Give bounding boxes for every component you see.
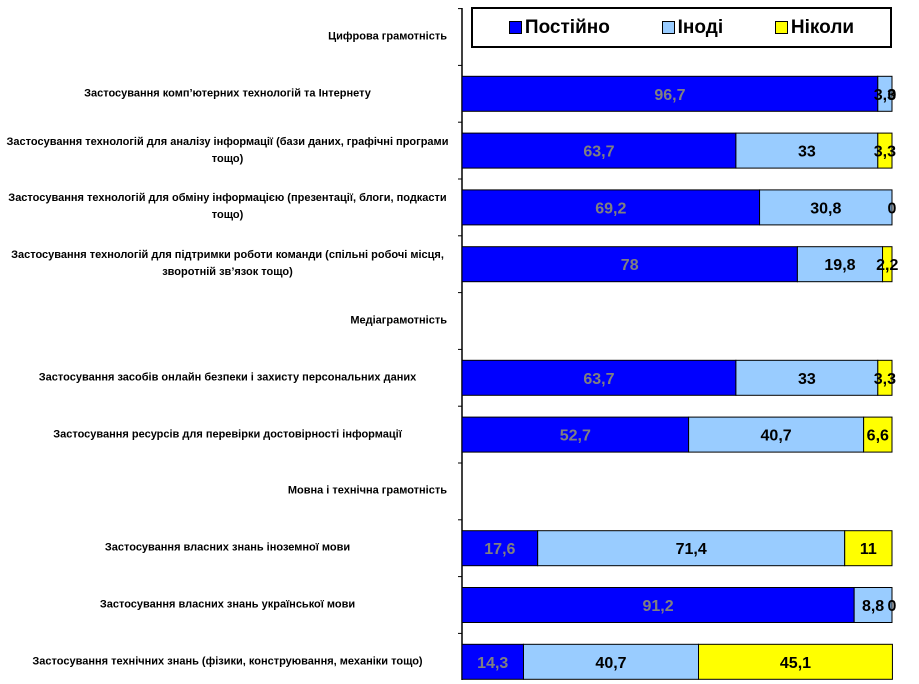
bar-segment-Іноді bbox=[877, 75, 893, 112]
group-header-label: Цифрова грамотність bbox=[328, 30, 447, 43]
data-label: 33 bbox=[798, 144, 816, 161]
data-label: 19,8 bbox=[824, 257, 855, 274]
bar-segment-Іноді bbox=[853, 587, 893, 623]
data-label: 52,7 bbox=[560, 428, 591, 445]
bar-segment-Постійно bbox=[461, 416, 690, 453]
legend-swatch bbox=[774, 21, 788, 34]
legend-swatch bbox=[508, 21, 522, 34]
category-label: Застосування засобів онлайн безпеки і за… bbox=[38, 371, 417, 384]
data-label: 45,1 bbox=[780, 655, 811, 672]
data-label: 3,3 bbox=[874, 371, 896, 388]
data-label: 63,7 bbox=[583, 144, 614, 161]
bar-segment-Іноді bbox=[796, 246, 884, 283]
data-label: 3,3 bbox=[874, 87, 896, 104]
data-label: 17,6 bbox=[484, 541, 515, 558]
data-label: 0 bbox=[888, 87, 897, 104]
data-label: 14,3 bbox=[477, 655, 508, 672]
bar-segment-Іноді bbox=[537, 530, 846, 567]
bar-segment-Іноді bbox=[688, 416, 865, 453]
data-label: 2,2 bbox=[876, 257, 898, 274]
legend-item: Іноді bbox=[661, 16, 724, 39]
bar-segment-Постійно bbox=[461, 587, 855, 623]
bar-segment-Постійно bbox=[461, 132, 737, 169]
data-label: 69,2 bbox=[595, 200, 626, 217]
bar-segment-Ніколи bbox=[698, 643, 893, 680]
data-label: 30,8 bbox=[810, 200, 841, 217]
bar-segment-Іноді bbox=[522, 643, 699, 680]
data-label: 40,7 bbox=[595, 655, 626, 672]
legend-item: Ніколи bbox=[774, 16, 855, 39]
bar-segment-Ніколи bbox=[877, 359, 893, 396]
data-label: 96,7 bbox=[654, 87, 685, 104]
legend-swatch bbox=[661, 21, 675, 34]
category-label: Застосування технологій для обміну інфор… bbox=[8, 192, 447, 222]
category-label: Застосування власних знань іноземної мов… bbox=[104, 541, 351, 554]
category-label: Застосування власних знань української м… bbox=[99, 598, 356, 611]
bar-segment-Ніколи bbox=[863, 416, 893, 453]
data-label: 8,8 bbox=[862, 598, 884, 615]
data-label: 3,3 bbox=[874, 144, 896, 161]
group-header-label: Медіаграмотність bbox=[350, 314, 447, 327]
category-label: Застосування ресурсів для перевірки дост… bbox=[53, 428, 402, 441]
bar-segment-Постійно bbox=[461, 643, 524, 680]
bar-segment-Іноді bbox=[735, 359, 879, 396]
bar-segment-Ніколи bbox=[877, 132, 893, 169]
category-label: Застосування технічних знань (фізики, ко… bbox=[32, 655, 423, 668]
data-label: 78 bbox=[621, 257, 639, 274]
data-label: 11 bbox=[860, 541, 877, 558]
legend-label: Постійно bbox=[524, 16, 610, 38]
data-label: 6,6 bbox=[867, 428, 889, 445]
bar-segment-Іноді bbox=[735, 132, 879, 169]
legend: Постійно Іноді Ніколи bbox=[471, 7, 892, 48]
legend-label: Іноді bbox=[677, 16, 724, 38]
legend-label: Ніколи bbox=[790, 16, 855, 38]
data-label: 0 bbox=[888, 200, 897, 217]
bar-segment-Постійно bbox=[461, 189, 761, 226]
category-label: Застосування комп’ютерних технологій та … bbox=[84, 87, 371, 100]
data-label: 91,2 bbox=[643, 598, 674, 615]
data-label: 63,7 bbox=[583, 371, 614, 388]
data-label: 0 bbox=[888, 598, 897, 615]
category-label: Застосування технологій для аналізу інфо… bbox=[6, 135, 449, 165]
bar-segment-Постійно bbox=[461, 530, 539, 567]
bar-segment-Ніколи bbox=[882, 246, 893, 283]
bar-segment-Постійно bbox=[461, 75, 879, 112]
category-label: Застосування технологій для підтримки ро… bbox=[11, 249, 444, 279]
data-label: 33 bbox=[798, 371, 816, 388]
bar-segment-Ніколи bbox=[844, 530, 893, 567]
bar-segment-Іноді bbox=[759, 189, 893, 226]
group-header-label: Мовна і технічна грамотність bbox=[287, 484, 447, 497]
data-label: 71,4 bbox=[676, 541, 707, 558]
legend-item: Постійно bbox=[508, 16, 610, 39]
data-label: 40,7 bbox=[761, 428, 792, 445]
